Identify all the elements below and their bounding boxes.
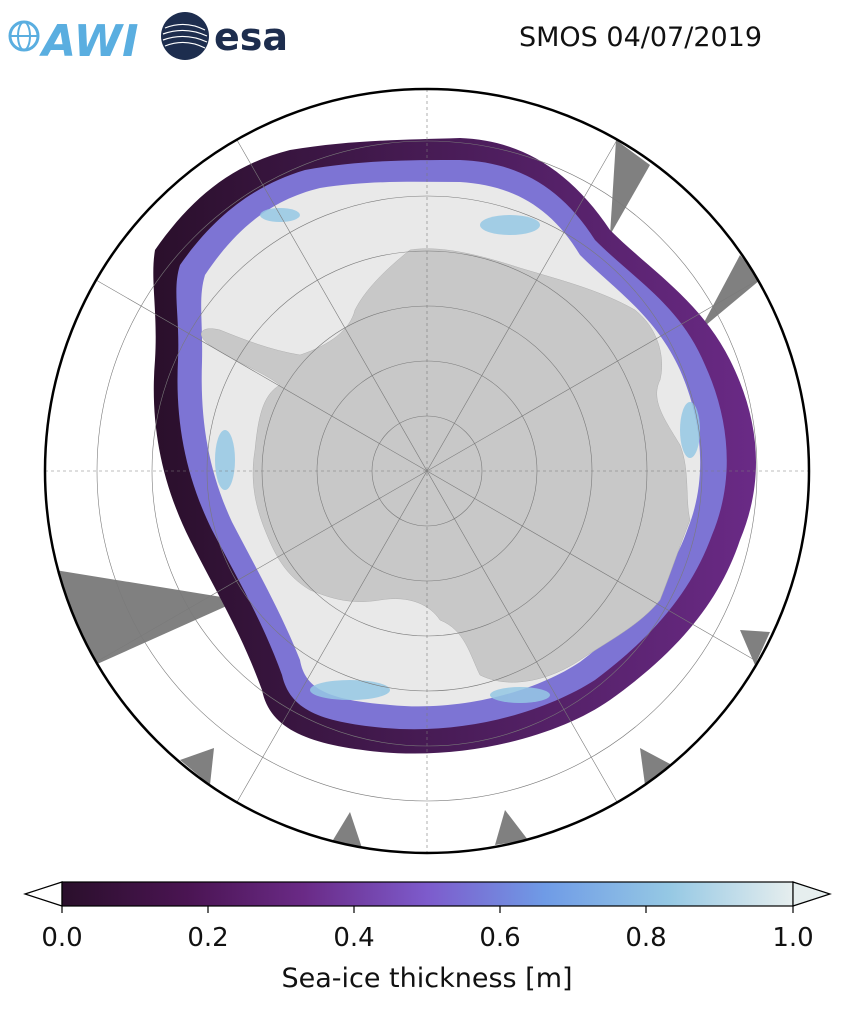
colorbar-label: Sea-ice thickness [m] bbox=[281, 963, 573, 994]
tick-label: 0.0 bbox=[41, 923, 83, 953]
tick-label: 0.4 bbox=[333, 923, 375, 953]
colorbar-extend-low bbox=[23, 881, 63, 907]
antarctica-land bbox=[201, 248, 691, 683]
awi-logo: AWI bbox=[8, 16, 139, 67]
colorbar-bar bbox=[23, 881, 832, 913]
tick-label: 0.8 bbox=[625, 923, 667, 953]
map-border bbox=[43, 87, 811, 855]
graticule bbox=[45, 89, 809, 853]
tick-label: 1.0 bbox=[772, 923, 814, 953]
map-title: SMOS 04/07/2019 bbox=[519, 22, 763, 53]
logos: AWI esa bbox=[8, 12, 288, 67]
esa-logo: esa bbox=[161, 12, 288, 60]
no-data-swaths bbox=[55, 140, 770, 848]
colorbar-extend-high bbox=[792, 881, 832, 907]
awi-logo-text: AWI bbox=[39, 16, 139, 67]
colorbar-gradient bbox=[61, 881, 794, 907]
polar-map bbox=[43, 87, 811, 855]
thin-ice-patches bbox=[215, 208, 700, 703]
tick-label: 0.2 bbox=[187, 923, 229, 953]
colorbar-ticks bbox=[61, 906, 794, 913]
colorbar: 0.0 0.2 0.4 0.6 0.8 1.0 Sea-ice thicknes… bbox=[0, 875, 854, 1026]
esa-logo-text: esa bbox=[214, 15, 288, 59]
tick-label: 0.6 bbox=[479, 923, 521, 953]
header: AWI esa SMOS 04/07/2019 bbox=[0, 0, 854, 80]
